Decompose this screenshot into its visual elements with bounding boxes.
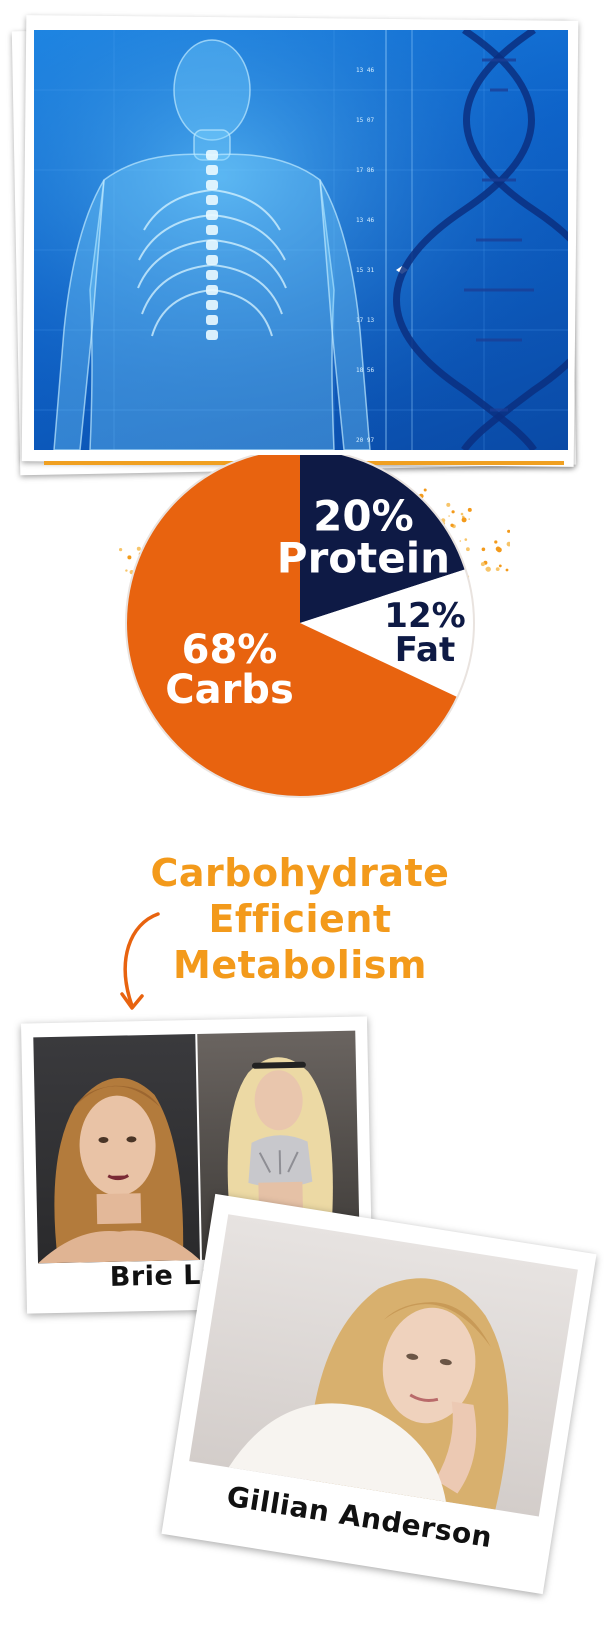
scale-tick-label: 13 46	[356, 67, 374, 74]
powder-speck	[507, 529, 510, 533]
powder-speck	[498, 564, 502, 568]
macronutrient-pie-chart: 20% Protein 12% Fat 68% Carbs	[100, 455, 510, 825]
celebrity-photo	[189, 1214, 578, 1517]
powder-speck	[461, 517, 467, 523]
powder-speck	[494, 540, 498, 544]
powder-speck	[446, 502, 451, 507]
pie-label-percent: 68%	[182, 627, 278, 673]
body-xray-photo: 13 46 15 07 17 86 13 46 15 31 17 13 18 5…	[34, 30, 568, 450]
scale-tick-label: 15 31	[356, 267, 374, 274]
top-photo-frame: 13 46 15 07 17 86 13 46 15 31 17 13 18 5…	[11, 15, 579, 476]
heading-line-3: Metabolism	[173, 943, 427, 987]
dna-rungs	[464, 58, 534, 412]
curved-arrow-icon	[120, 912, 160, 1010]
powder-speck	[481, 547, 486, 552]
powder-speck	[125, 569, 128, 572]
powder-speck	[480, 562, 485, 567]
powder-speck	[495, 546, 501, 552]
powder-speck	[459, 540, 462, 542]
pie-slice-protein	[300, 455, 466, 623]
measurement-scale: 13 46 15 07 17 86 13 46 15 31 17 13 18 5…	[356, 30, 413, 450]
powder-speck	[119, 548, 123, 552]
scale-tick-label: 13 46	[356, 217, 374, 224]
heading-line-2: Efficient	[208, 897, 392, 941]
pie-outline	[125, 455, 475, 798]
pie-label-percent: 20%	[313, 492, 414, 541]
pie-label-name: Protein	[277, 534, 450, 583]
powder-speck	[451, 510, 455, 514]
scale-tick-label: 17 13	[356, 317, 374, 324]
pie-slice-fat	[300, 569, 474, 698]
powder-speck	[136, 546, 141, 551]
spine-icon	[206, 150, 218, 340]
metabolism-heading: Carbohydrate Efficient Metabolism	[120, 850, 480, 988]
scale-tick-label: 18 56	[356, 367, 374, 374]
body-xray-illustration: 13 46 15 07 17 86 13 46 15 31 17 13 18 5…	[34, 30, 568, 450]
powder-speck	[505, 568, 509, 572]
heading-line-1: Carbohydrate	[150, 851, 450, 895]
pie-label-name: Fat	[395, 630, 455, 670]
powder-speck	[423, 488, 427, 492]
powder-speck	[495, 567, 500, 571]
pie-label-percent: 12%	[384, 596, 465, 636]
scale-tick-label: 17 86	[356, 167, 374, 174]
powder-speck	[468, 518, 471, 520]
powder-speck	[127, 555, 132, 560]
powder-speck	[485, 566, 491, 572]
powder-speck	[467, 507, 472, 512]
scale-tick-label: 20 97	[356, 437, 374, 444]
pie-label-name: Carbs	[165, 667, 294, 713]
pie-chart-svg: 20%Protein 12%Fat 68%Carbs	[119, 455, 510, 798]
powder-speck	[506, 541, 510, 547]
powder-speck	[448, 515, 450, 517]
powder-speck	[466, 547, 470, 552]
rib-cage-icon	[137, 189, 287, 337]
celebrity-photo	[33, 1034, 200, 1264]
pie-slice-carbs	[126, 455, 458, 797]
powder-speck	[460, 512, 464, 516]
polaroid-brie-larson: Brie Larson	[21, 1016, 373, 1314]
powder-speck	[464, 538, 468, 541]
scale-tick-label: 15 07	[356, 117, 374, 124]
powder-speck	[450, 523, 454, 527]
polaroid-gillian-anderson: Gillian Anderson	[161, 1193, 597, 1595]
